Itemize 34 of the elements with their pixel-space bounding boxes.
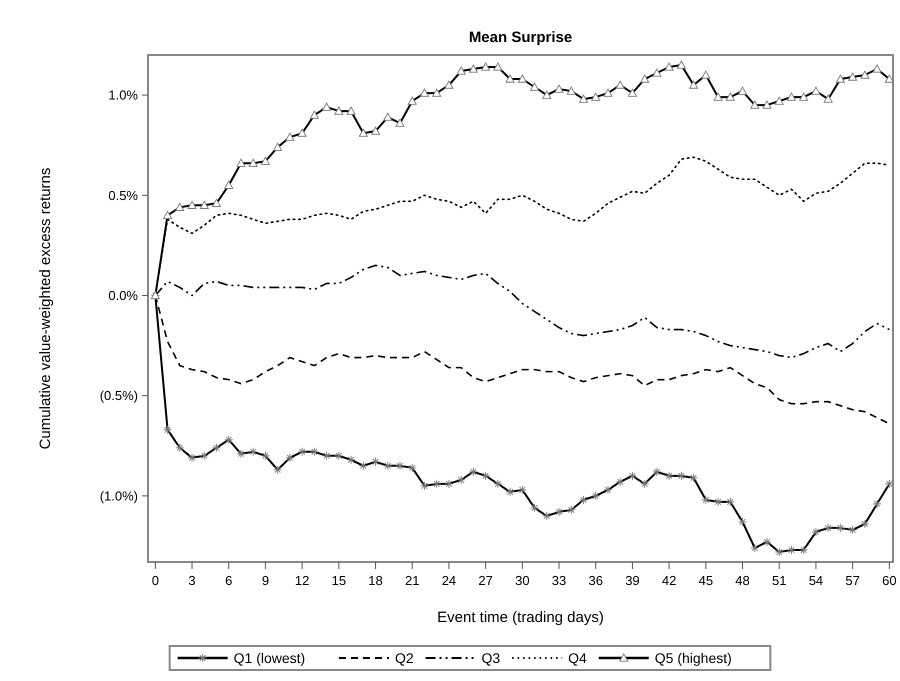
y-tick-label: 0.5%: [108, 188, 138, 203]
x-tick-label: 9: [262, 573, 270, 588]
x-tick-label: 30: [515, 573, 530, 588]
y-tick-label: (0.5%): [100, 388, 138, 404]
x-tick-label: 0: [152, 573, 159, 588]
legend-label: Q1 (lowest): [234, 650, 306, 666]
x-tick-label: 12: [294, 573, 310, 588]
x-tick-label: 42: [662, 573, 676, 588]
x-tick-label: 33: [552, 573, 566, 588]
y-tick-label: 1.0%: [108, 88, 138, 103]
x-axis-title: Event time (trading days): [437, 609, 604, 626]
x-tick-label: 24: [442, 573, 456, 588]
x-tick-label: 60: [882, 573, 897, 588]
x-tick-label: 18: [368, 573, 383, 588]
y-tick-label: 0.0%: [108, 288, 138, 304]
x-tick-label: 36: [588, 573, 603, 588]
legend-label: Q4: [568, 650, 588, 666]
legend-label: Q3: [482, 650, 500, 666]
x-tick-label: 27: [478, 573, 493, 588]
y-tick-label: (1.0%): [100, 488, 138, 504]
legend-label: Q5 (highest): [654, 650, 732, 666]
x-tick-label: 6: [225, 573, 232, 588]
x-tick-label: 45: [698, 573, 714, 588]
x-tick-label: 51: [772, 573, 786, 588]
x-tick-label: 21: [405, 573, 420, 588]
legend-label: Q2: [394, 650, 414, 666]
y-axis-title: Cumulative value-weighted excess returns: [37, 168, 54, 450]
x-tick-label: 54: [808, 573, 824, 588]
x-tick-label: 48: [735, 573, 750, 588]
chart-title: Mean Surprise: [468, 29, 572, 46]
x-tick-label: 3: [188, 573, 196, 588]
x-tick-label: 39: [625, 573, 640, 588]
x-tick-label: 57: [845, 573, 860, 588]
x-tick-label: 15: [332, 573, 346, 588]
